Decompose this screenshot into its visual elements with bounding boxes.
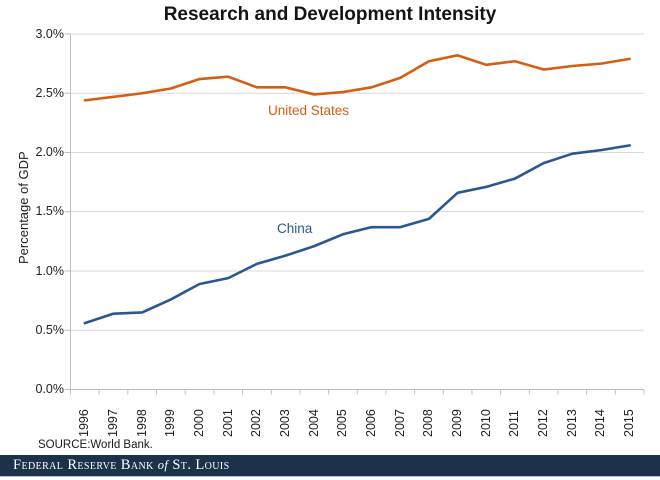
x-tick-label-2008: 2008 (421, 409, 436, 437)
series-label-china: China (277, 221, 313, 236)
footer-bank-name: Federal Reserve Bank of St. Louis (0, 455, 660, 476)
x-tick-label-2000: 2000 (192, 409, 207, 437)
china-line (83, 144, 631, 325)
x-tick-label-2003: 2003 (278, 409, 293, 437)
y-tick-label-1.0%: 1.0% (35, 263, 65, 278)
x-tick-label-1999: 1999 (163, 409, 178, 437)
x-tick-label-2004: 2004 (306, 409, 321, 437)
y-tick-label-0.0%: 0.0% (35, 382, 65, 396)
chart-title: Research and Development Intensity (163, 4, 497, 25)
x-tick-label-1996: 1996 (77, 409, 92, 437)
x-tick-label-2014: 2014 (593, 409, 608, 437)
y-tick-label-2.0%: 2.0% (35, 145, 65, 159)
footer-bar: Federal Reserve Bank of St. Louis (0, 455, 660, 477)
y-tick-label-1.5%: 1.5% (35, 204, 65, 219)
x-tick-label-1998: 1998 (134, 409, 149, 437)
footer-of-word: of (157, 458, 169, 472)
series-label-united-states: United States (268, 103, 350, 118)
y-tick-label-3.0%: 3.0% (35, 26, 65, 41)
x-tick-label-2009: 2009 (450, 409, 465, 437)
x-tick-label-2001: 2001 (220, 409, 235, 437)
y-axis-title: Percentage of GDP (16, 151, 31, 264)
y-tick-label-2.5%: 2.5% (35, 85, 65, 100)
x-tick-label-2005: 2005 (335, 409, 350, 437)
x-tick-label-2006: 2006 (364, 409, 379, 437)
x-tick-label-2010: 2010 (478, 409, 493, 437)
x-tick-label-2015: 2015 (622, 409, 637, 437)
x-tick-label-1997: 1997 (106, 409, 120, 437)
x-tick-label-2007: 2007 (392, 409, 407, 437)
x-tick-label-2011: 2011 (507, 410, 522, 437)
united-states-line (83, 54, 631, 102)
x-tick-label-2002: 2002 (249, 409, 264, 437)
footer-bank-name-part2: St. Louis (172, 457, 230, 473)
x-tick-label-2013: 2013 (564, 409, 579, 437)
x-tick-label-2012: 2012 (536, 409, 551, 437)
source-note: SOURCE:World Bank. (38, 439, 153, 451)
y-tick-label-0.5%: 0.5% (35, 322, 65, 337)
footer-bank-name-part1: Federal Reserve Bank (13, 457, 154, 473)
